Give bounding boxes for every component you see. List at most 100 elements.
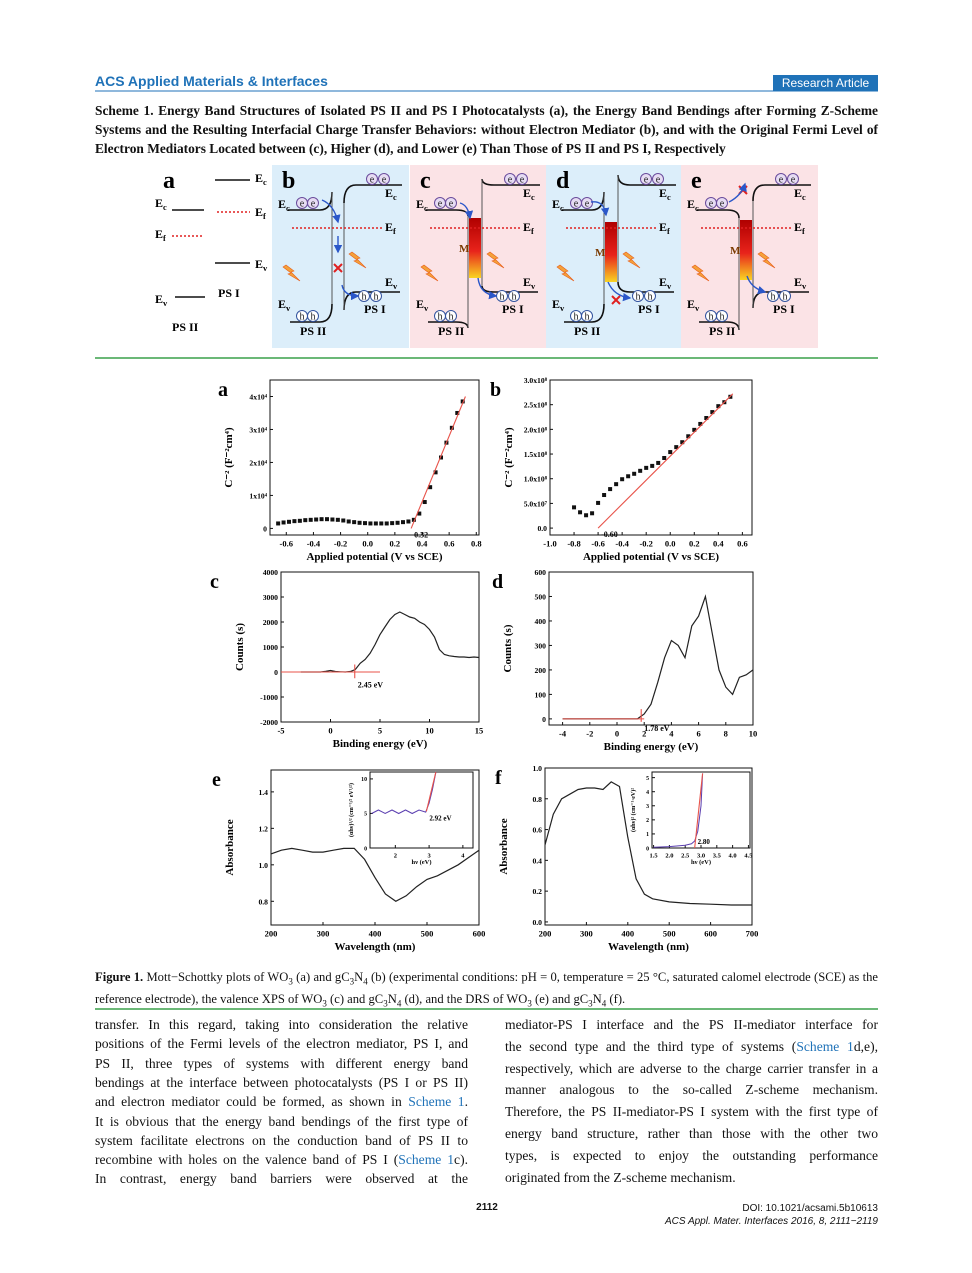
x-tick-label: 600: [704, 929, 717, 939]
scheme-link: Scheme 1: [796, 1038, 854, 1054]
panel-letter: b: [490, 379, 501, 401]
annotation: 1.78 eV: [644, 724, 670, 733]
electron-label: e: [438, 199, 443, 210]
x-axis-label: hν (eV): [691, 859, 711, 866]
scheme-label: PS II: [438, 324, 465, 338]
text-run: respectively, which are adverse to the c…: [505, 1060, 878, 1076]
hole-symbol: [508, 290, 520, 302]
panel-letter: d: [492, 571, 503, 593]
x-tick-label: 3.0: [697, 853, 705, 860]
electron-label: e: [382, 175, 387, 186]
data-point: [379, 521, 384, 526]
x-tick-label: 200: [539, 929, 552, 939]
y-tick-label: 0.0: [537, 524, 547, 533]
y-tick-label: 500: [535, 592, 547, 601]
x-tick-label: 500: [663, 929, 676, 939]
data-point: [668, 450, 673, 455]
subscript: 4: [396, 998, 402, 1009]
fit-line: [410, 396, 466, 529]
x-tick-label: 300: [317, 929, 330, 939]
data-point: [596, 500, 601, 505]
hole-label: h: [500, 292, 505, 303]
doi: DOI: 10.1021/acsami.5b10613: [742, 1203, 878, 1214]
electron-symbol: [366, 173, 378, 185]
electron-label: e: [644, 175, 649, 186]
x-tick-label: 400: [621, 929, 634, 939]
y-tick-label: 4: [646, 790, 649, 796]
x-axis-label: Binding energy (eV): [333, 738, 428, 750]
data-point: [650, 463, 655, 468]
journal-name: ACS Applied Materials & Interfaces: [95, 73, 328, 89]
text-line: energy band structure, rather than those…: [505, 1126, 878, 1142]
x-tick-label: 400: [369, 929, 382, 939]
mediator: [469, 218, 481, 278]
y-tick-label: 1: [646, 832, 649, 838]
x-tick-label: 600: [473, 929, 486, 939]
data-point: [363, 521, 367, 526]
scheme-label: PS II: [574, 324, 601, 338]
y-tick-label: 0: [274, 668, 278, 677]
electron-label: e: [449, 199, 454, 210]
text-run: N: [354, 970, 364, 984]
data-point: [276, 521, 281, 526]
y-tick-label: 5.0x10⁷: [524, 499, 548, 508]
y-tick-label: 300: [535, 641, 547, 650]
y-tick-label: 0: [646, 846, 649, 852]
data-point: [710, 410, 715, 415]
data-point: [455, 410, 460, 415]
y-tick-label: 2000: [263, 618, 278, 627]
subscript: 3: [288, 976, 293, 987]
subscript: 3: [349, 976, 355, 987]
text-run: N: [387, 991, 397, 1006]
electron-symbol: [378, 173, 390, 185]
text-run: (b) (experimental conditions: pH = 0, te…: [95, 970, 878, 1006]
electron-symbol: [775, 173, 787, 185]
annotation: 2.80: [698, 838, 711, 846]
text-run: (a) and gC: [292, 970, 350, 984]
y-tick-label: 1.5x10⁸: [524, 450, 548, 459]
hole-label: h: [438, 312, 443, 323]
transfer-arrow: [746, 275, 767, 295]
hole-symbol: [581, 310, 593, 322]
y-axis-label: Counts (s): [502, 624, 514, 672]
x-tick-label: 10: [425, 726, 434, 736]
y-axis-label: Absorbance: [224, 819, 236, 875]
text-run: It is obvious that the energy band bendi…: [95, 1113, 468, 1129]
x-tick-label: 700: [746, 929, 759, 939]
data-point: [704, 416, 709, 421]
y-tick-label: 0: [263, 524, 267, 533]
y-tick-label: 5: [364, 812, 367, 818]
y-tick-label: 4x10⁴: [249, 392, 267, 401]
text-run: types, is expected to enjoy the outstand…: [505, 1147, 878, 1163]
x-tick-label: 2: [642, 729, 646, 739]
y-tick-label: 1.0: [258, 861, 268, 870]
text-line: mediator-PS I interface and the PS II-me…: [505, 1017, 878, 1033]
scheme-panel-bg: [272, 165, 409, 348]
scheme-label: M: [730, 245, 741, 257]
hole-label: h: [771, 292, 776, 303]
text-run: manner analogous to the so-called Z-sche…: [505, 1082, 878, 1098]
plot-frame: [549, 379, 753, 536]
figure-caption: Figure 1. Mott−Schottky plots of WO3 (a)…: [95, 969, 878, 1012]
y-tick-label: 0.6: [532, 826, 542, 835]
article-type: Research Article: [773, 75, 878, 91]
data-point: [584, 513, 589, 518]
y-tick-label: 0.8: [258, 897, 268, 906]
data-point: [390, 521, 395, 526]
data-point: [572, 505, 577, 510]
y-tick-label: 5: [646, 776, 649, 782]
x-axis-label: hν (eV): [411, 859, 431, 866]
x-axis-label: Binding energy (eV): [604, 741, 699, 753]
text-run: energy band structure, rather than those…: [505, 1126, 878, 1141]
text-line: the second type and the third type of sy…: [505, 1039, 878, 1055]
data-point: [614, 482, 619, 487]
text-run: d,e),: [853, 1038, 879, 1054]
text-line: In contrast, energy band barriers were o…: [95, 1171, 468, 1187]
x-tick-label: -0.8: [567, 539, 580, 549]
hole-label: h: [374, 292, 379, 303]
data-point: [346, 519, 351, 524]
electron-symbol: [716, 197, 728, 209]
annotation: 2.92 eV: [429, 814, 451, 822]
y-axis-label: C⁻² (F⁻²cm⁴): [503, 427, 515, 488]
y-tick-label: 2.0x10⁸: [524, 425, 548, 434]
